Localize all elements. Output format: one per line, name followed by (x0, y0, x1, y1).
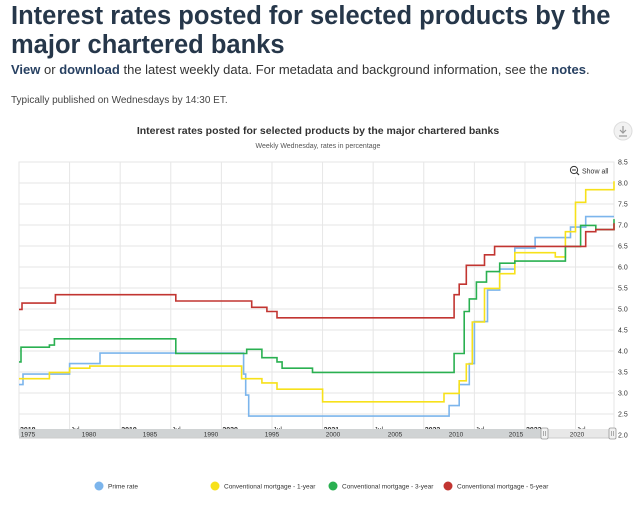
navigator-year-label: 1995 (265, 432, 280, 439)
legend-item[interactable]: Conventional mortgage - 1-year (210, 481, 317, 491)
y-tick-label: 3.5 (618, 370, 628, 377)
series-line-conventional-mortgage-5-year[interactable] (19, 223, 615, 319)
navigator-handle-left[interactable] (540, 427, 549, 440)
y-tick-label: 6.0 (618, 265, 628, 272)
navigator-year-label: 1985 (143, 432, 158, 439)
export-button[interactable] (613, 121, 633, 141)
navigator-labels: 1975 1980 1985 1990 1995 2000 2005 2010 2015 2020 (21, 432, 585, 439)
range-navigator[interactable]: 1975 1980 1985 1990 1995 2000 2005 2010 2015 2020 (19, 427, 617, 440)
show-all-label: Show all (582, 169, 609, 176)
navigator-year-label: 2000 (326, 432, 341, 439)
series-line-conventional-mortgage-3-year[interactable] (19, 219, 615, 374)
legend-marker (328, 481, 338, 491)
y-tick-label: 4.5 (618, 328, 628, 335)
y-tick-label: 2.0 (618, 433, 628, 440)
intro-text: View or download the latest weekly data.… (11, 62, 590, 77)
legend-label: Conventional mortgage - 3-year (342, 484, 434, 491)
legend-label: Conventional mortgage - 1-year (224, 484, 316, 491)
intro-text-3: . (585, 62, 590, 77)
y-tick-label: 8.5 (618, 160, 628, 167)
page-title: Interest rates posted for selected produ… (11, 2, 611, 59)
navigator-year-label: 1980 (82, 432, 97, 439)
navigator-mask (19, 429, 545, 438)
download-link[interactable]: download (59, 62, 120, 77)
plot-area: 2018Jul2019Jul2020Jul2021Jul2022Jul2023J… (18, 160, 628, 440)
legend-item[interactable]: Conventional mortgage - 3-year (328, 481, 435, 491)
navigator-year-label: 2005 (388, 432, 403, 439)
download-icon (619, 126, 627, 137)
legend-item[interactable]: Prime rate (94, 481, 139, 491)
y-tick-label: 8.0 (618, 181, 628, 188)
navigator-year-label: 2020 (570, 432, 585, 439)
legend-label: Prime rate (108, 484, 138, 491)
show-all-button[interactable]: Show all (565, 163, 612, 177)
navigator-year-label: 2015 (509, 432, 524, 439)
legend-marker (210, 481, 220, 491)
intro-text-1: or (40, 62, 60, 77)
y-tick-label: 2.5 (618, 412, 628, 419)
y-tick-label: 7.5 (618, 202, 628, 209)
view-link[interactable]: View (11, 62, 41, 77)
chart-title: Interest rates posted for selected produ… (137, 125, 500, 137)
notes-link[interactable]: notes (551, 62, 586, 77)
navigator-year-label: 1990 (204, 432, 219, 439)
navigator-year-label: 2010 (449, 432, 464, 439)
y-tick-label: 4.0 (618, 349, 628, 356)
y-tick-label: 3.0 (618, 391, 628, 398)
series-lines (19, 181, 615, 417)
x-grid (18, 162, 577, 435)
legend-label: Conventional mortgage - 5-year (457, 484, 549, 491)
chart-legend: Prime rate Conventional mortgage - 1-year… (94, 481, 550, 491)
legend-item[interactable]: Conventional mortgage - 5-year (443, 481, 550, 491)
zoom-out-icon (569, 165, 580, 176)
navigator-year-label: 1975 (21, 432, 36, 439)
y-tick-label: 7.0 (618, 223, 628, 230)
legend-marker (94, 481, 104, 491)
y-tick-label: 6.5 (618, 244, 628, 251)
y-tick-label: 5.5 (618, 286, 628, 293)
chart-container: Interest rates posted for selected produ… (0, 115, 640, 507)
navigator-handle-right[interactable] (608, 427, 617, 440)
interest-rate-chart: Interest rates posted for selected produ… (18, 121, 633, 491)
chart-subtitle: Weekly Wednesday, rates in percentage (256, 143, 381, 150)
publication-note: Typically published on Wednesdays by 14:… (11, 95, 228, 106)
legend-marker (443, 481, 453, 491)
y-tick-label: 5.0 (618, 307, 628, 314)
y-axis-ticks: 2.0 2.5 3.0 3.5 4.0 4.5 5.0 5.5 6.0 6.5 7.0 7.5 8.0 8… (618, 160, 628, 440)
intro-text-2: the latest weekly data. For metadata and… (119, 62, 552, 77)
series-line-conventional-mortgage-1-year[interactable] (19, 181, 615, 403)
